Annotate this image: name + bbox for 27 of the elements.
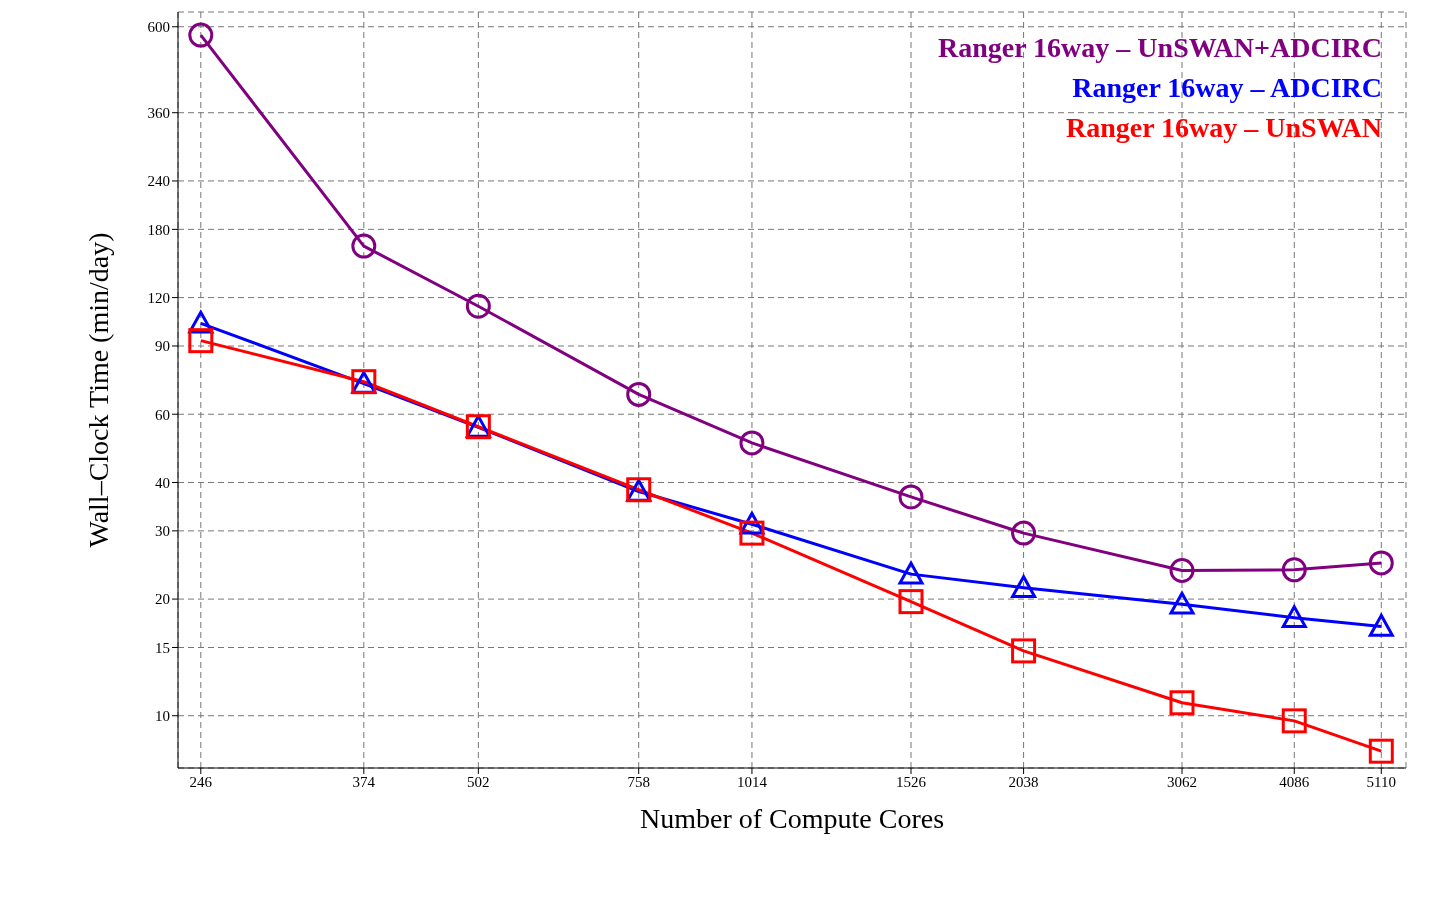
- y-tick-label: 40: [155, 474, 170, 491]
- y-tick-label: 600: [147, 19, 170, 36]
- y-tick-label: 240: [147, 173, 170, 190]
- x-tick-label: 1014: [736, 773, 768, 790]
- x-tick-label: 758: [627, 773, 650, 790]
- y-axis-title: Wall–Clock Time (min/day): [82, 232, 114, 548]
- x-tick-label: 1526: [896, 773, 927, 790]
- text: Ranger 16way – ADCIRC: [1072, 72, 1382, 104]
- y-tick-label: 10: [155, 708, 170, 725]
- y-tick-label: 120: [147, 289, 170, 306]
- y-tick-label: 20: [155, 591, 170, 608]
- x-tick-label: 5110: [1366, 773, 1397, 790]
- x-tick-label: 3062: [1167, 773, 1197, 790]
- x-tick-label: 502: [467, 773, 490, 790]
- y-tick-label: 60: [155, 406, 170, 423]
- y-tick-label: 90: [155, 338, 170, 355]
- text: Ranger 16way – UnSWAN: [1065, 112, 1382, 144]
- x-axis-title: Number of Compute Cores: [639, 803, 945, 834]
- y-tick-label: 360: [147, 105, 170, 122]
- text: Ranger 16way – UnSWAN+ADCIRC: [937, 32, 1382, 64]
- x-tick-label: 374: [352, 773, 376, 790]
- y-tick-label: 180: [147, 221, 170, 238]
- x-tick-label: 4086: [1279, 773, 1310, 790]
- x-tick-label: 246: [189, 773, 213, 790]
- y-tick-label: 30: [155, 523, 170, 540]
- y-tick-label: 15: [155, 639, 170, 656]
- x-tick-label: 2038: [1008, 773, 1039, 790]
